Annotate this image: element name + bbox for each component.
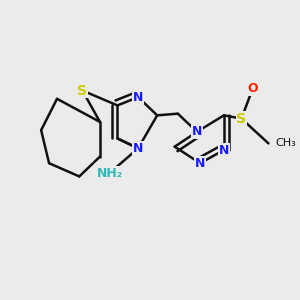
Text: N: N	[219, 143, 229, 157]
Text: N: N	[195, 157, 205, 170]
Text: S: S	[77, 84, 88, 98]
Text: N: N	[133, 91, 143, 104]
Text: N: N	[133, 142, 143, 155]
Text: O: O	[247, 82, 258, 95]
Text: N: N	[192, 125, 202, 138]
Text: S: S	[236, 112, 246, 126]
Text: NH₂: NH₂	[96, 167, 123, 180]
Text: CH₃: CH₃	[276, 138, 296, 148]
